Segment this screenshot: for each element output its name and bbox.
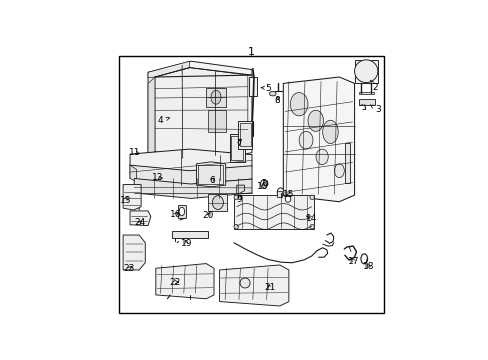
Text: 2: 2 xyxy=(370,80,377,92)
Text: 19: 19 xyxy=(180,239,192,248)
Polygon shape xyxy=(236,185,244,193)
Ellipse shape xyxy=(233,195,238,199)
Polygon shape xyxy=(238,121,251,149)
Polygon shape xyxy=(208,110,225,132)
Ellipse shape xyxy=(334,164,344,177)
Polygon shape xyxy=(206,87,225,107)
Polygon shape xyxy=(130,149,251,171)
Polygon shape xyxy=(130,165,136,182)
Polygon shape xyxy=(123,235,145,270)
Ellipse shape xyxy=(309,225,314,229)
Ellipse shape xyxy=(322,120,338,144)
Bar xyxy=(239,123,250,146)
Polygon shape xyxy=(148,61,251,164)
Text: 15: 15 xyxy=(283,190,294,199)
Ellipse shape xyxy=(240,278,249,288)
Bar xyxy=(231,136,243,160)
Ellipse shape xyxy=(260,180,267,188)
Ellipse shape xyxy=(285,196,290,202)
Polygon shape xyxy=(172,231,207,238)
Ellipse shape xyxy=(179,207,184,216)
Polygon shape xyxy=(354,60,377,82)
Text: 14: 14 xyxy=(305,214,317,223)
Ellipse shape xyxy=(269,91,276,96)
Text: 6: 6 xyxy=(208,176,214,185)
Text: 10: 10 xyxy=(257,182,268,191)
Ellipse shape xyxy=(212,195,223,210)
Ellipse shape xyxy=(360,254,367,264)
Ellipse shape xyxy=(299,131,312,149)
Ellipse shape xyxy=(210,90,221,104)
Text: 21: 21 xyxy=(264,283,275,292)
Polygon shape xyxy=(130,211,150,226)
Ellipse shape xyxy=(309,195,314,199)
Ellipse shape xyxy=(315,149,327,165)
Polygon shape xyxy=(344,143,349,183)
Polygon shape xyxy=(155,68,247,159)
Ellipse shape xyxy=(307,110,323,131)
Polygon shape xyxy=(277,191,282,197)
Ellipse shape xyxy=(354,60,377,82)
Bar xyxy=(359,92,373,94)
Text: 11: 11 xyxy=(129,148,140,157)
Ellipse shape xyxy=(290,93,307,116)
Polygon shape xyxy=(178,204,186,219)
Polygon shape xyxy=(208,194,226,211)
Polygon shape xyxy=(134,179,251,198)
Polygon shape xyxy=(283,77,354,202)
Polygon shape xyxy=(196,162,225,187)
Text: 7: 7 xyxy=(236,139,242,148)
Text: 17: 17 xyxy=(347,257,359,266)
Polygon shape xyxy=(219,265,288,306)
Polygon shape xyxy=(148,61,189,78)
Text: 5: 5 xyxy=(261,84,271,93)
Polygon shape xyxy=(229,134,244,162)
Bar xyxy=(359,99,375,105)
Text: 9: 9 xyxy=(236,195,242,204)
Polygon shape xyxy=(148,77,155,156)
Polygon shape xyxy=(123,185,141,210)
Polygon shape xyxy=(249,77,256,96)
Bar xyxy=(198,165,223,184)
Text: 3: 3 xyxy=(369,105,380,114)
Polygon shape xyxy=(130,165,251,185)
Text: 12: 12 xyxy=(152,174,163,183)
Text: 20: 20 xyxy=(203,211,214,220)
Text: 16: 16 xyxy=(170,210,181,219)
Text: 4: 4 xyxy=(158,116,169,125)
Text: 24: 24 xyxy=(134,218,145,227)
Ellipse shape xyxy=(233,225,238,229)
Polygon shape xyxy=(233,195,314,229)
Ellipse shape xyxy=(277,188,284,197)
Text: 13: 13 xyxy=(120,195,131,204)
Polygon shape xyxy=(156,264,214,299)
Text: 23: 23 xyxy=(123,264,135,273)
Text: 1: 1 xyxy=(247,47,254,57)
Text: 22: 22 xyxy=(169,278,181,287)
Text: 8: 8 xyxy=(274,95,280,104)
Text: 18: 18 xyxy=(362,262,373,271)
Polygon shape xyxy=(134,192,140,210)
Ellipse shape xyxy=(262,180,266,186)
